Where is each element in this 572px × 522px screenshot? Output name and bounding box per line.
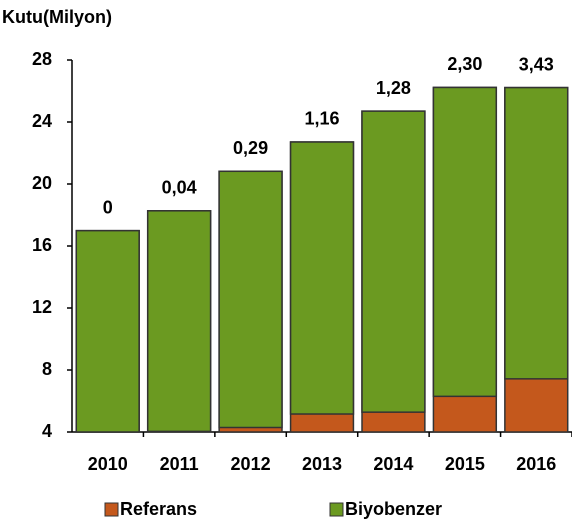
value-label: 2,30	[447, 54, 482, 74]
value-label: 1,16	[304, 109, 339, 129]
y-tick-label: 20	[32, 173, 52, 193]
bar-segment	[289, 141, 355, 415]
value-label: 0,04	[162, 178, 197, 198]
x-tick-label: 2012	[231, 454, 271, 474]
bar-segment	[218, 170, 283, 429]
bar-segment	[361, 110, 426, 413]
value-label: 1,28	[376, 78, 411, 98]
y-tick-label: 28	[32, 49, 52, 69]
x-tick-label: 2016	[516, 454, 556, 474]
x-tick-label: 2014	[373, 454, 413, 474]
x-tick-label: 2011	[160, 454, 199, 474]
y-tick-label: 16	[32, 235, 52, 255]
legend-label: Biyobenzer	[345, 499, 442, 519]
value-label: 3,43	[519, 54, 554, 74]
x-tick-label: 2015	[445, 454, 485, 474]
value-label: 0	[103, 197, 113, 217]
bar-segment	[432, 86, 498, 398]
legend-label: Referans	[120, 499, 197, 519]
y-tick-label: 24	[32, 111, 52, 131]
x-tick-label: 2013	[302, 454, 342, 474]
x-tick-label: 2010	[88, 454, 128, 474]
bar-segment	[75, 229, 140, 433]
legend-marker	[329, 502, 344, 517]
y-tick-label: 4	[42, 421, 52, 441]
bar-segment	[146, 210, 212, 433]
value-label: 0,29	[233, 138, 268, 158]
bar-segment	[504, 86, 569, 380]
y-tick-label: 12	[32, 297, 52, 317]
y-tick-label: 8	[42, 359, 52, 379]
y-axis-label: Kutu(Milyon)	[2, 7, 112, 27]
legend-marker	[104, 502, 119, 517]
